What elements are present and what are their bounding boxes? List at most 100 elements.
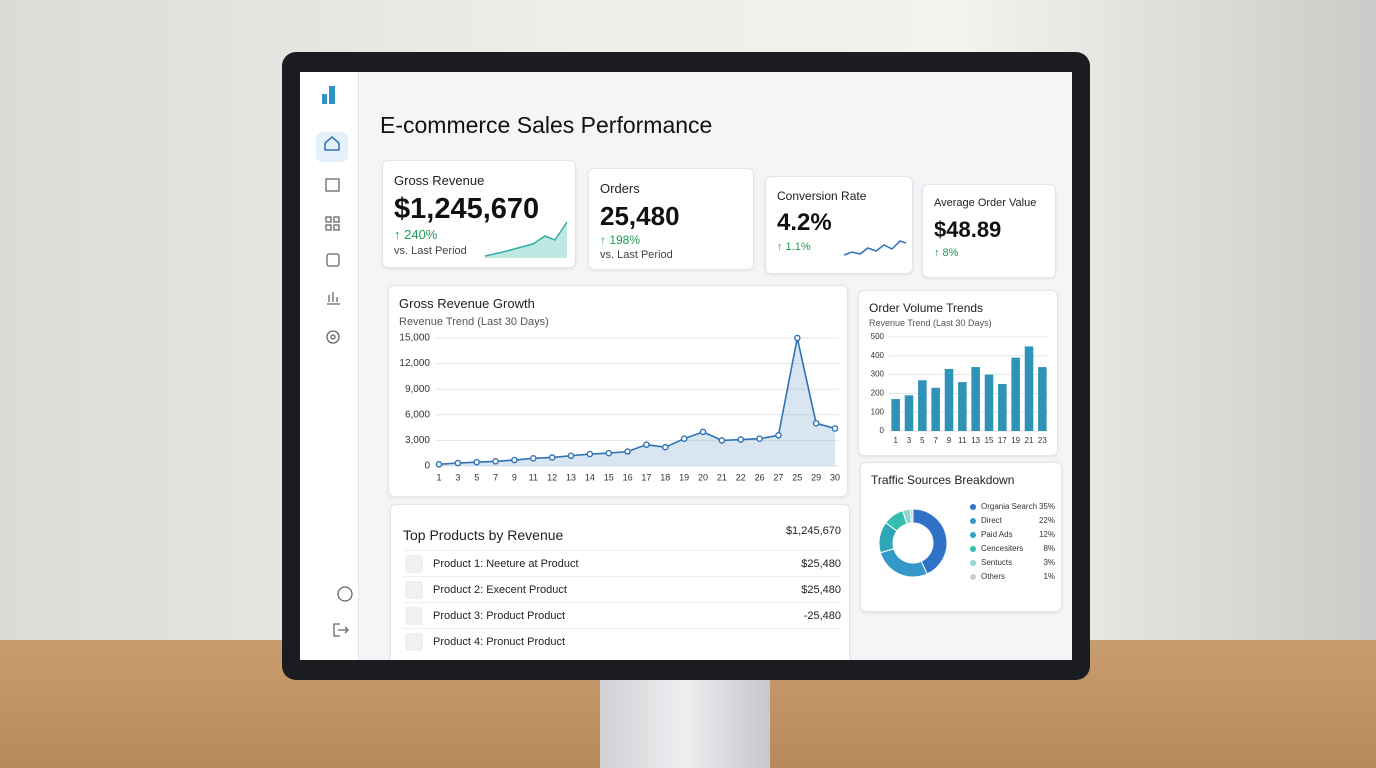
x-tick-label: 13 [566, 472, 576, 482]
sparkline-line [484, 221, 568, 257]
x-tick-label: 3 [455, 472, 460, 482]
legend-swatch [970, 518, 976, 524]
y-tick-label: 400 [871, 351, 885, 360]
table-title: Top Products by Revenue [403, 527, 564, 543]
point [529, 455, 537, 462]
x-tick-label: 21 [717, 472, 727, 482]
home-button[interactable] [316, 132, 348, 162]
chart-subtitle: Revenue Trend (Last 30 Days) [399, 316, 549, 328]
bar [891, 399, 900, 431]
y-tick-label: 15,000 [399, 333, 430, 344]
point [831, 425, 839, 432]
x-tick-label: 22 [736, 472, 746, 482]
x-tick-label: 13 [971, 436, 980, 445]
x-tick-label: 9 [512, 472, 517, 482]
kpi-card: Gross Revenue $1,245,670 ↑ 240% vs. Last… [382, 160, 576, 268]
kpi-value: $1,245,670 [394, 193, 540, 225]
legend-swatch [970, 532, 976, 538]
sparkline [484, 221, 568, 258]
products-icon[interactable] [325, 216, 340, 231]
kpi-change: ↑ 1.1% [777, 241, 811, 253]
x-tick-label: 5 [474, 472, 479, 482]
bar [984, 374, 994, 431]
logout-icon[interactable] [333, 623, 349, 637]
point [737, 436, 745, 443]
product-name: Product 1: Neeture at Product [433, 558, 579, 570]
y-tick-label: 500 [871, 332, 885, 341]
product-revenue: -25,480 [803, 610, 841, 622]
point [661, 443, 669, 451]
revenue-card: Gross Revenue Growth Revenue Trend (Last… [388, 285, 848, 497]
analytics-icon[interactable] [327, 292, 340, 305]
row-divider [403, 550, 841, 551]
kpi-label: Average Order Value [934, 197, 1037, 209]
value-label: 12% [1039, 530, 1055, 539]
x-tick-label: 17 [641, 472, 651, 482]
point [473, 458, 481, 466]
x-tick-label: 3 [907, 436, 912, 445]
x-tick-label: 19 [1011, 436, 1020, 445]
x-tick-label: 25 [792, 472, 802, 482]
chart-title: Traffic Sources Breakdown [871, 473, 1015, 487]
point [511, 456, 518, 464]
value-label: 35% [1039, 502, 1055, 511]
point [586, 450, 594, 458]
kpi-change: ↑ 8% [934, 247, 959, 259]
legend-swatch [970, 560, 976, 566]
point [775, 431, 782, 439]
donut-chart: Organia Search 35% Direct 22% Paid Ads 12% Cen… [878, 502, 1055, 581]
x-tick-label: 1 [893, 436, 898, 445]
y-tick-label: 9,000 [405, 384, 430, 395]
legend-swatch [970, 574, 976, 580]
product-name: Product 3: Product Product [433, 610, 566, 622]
legend-label: Sentucts [981, 558, 1012, 567]
x-tick-label: 16 [623, 472, 633, 482]
kpi-label: Gross Revenue [394, 173, 485, 188]
x-tick-label: 11 [529, 472, 538, 482]
point [812, 420, 820, 427]
x-tick-label: 11 [958, 436, 967, 445]
bar [931, 387, 940, 431]
chart-subtitle: Revenue Trend (Last 30 Days) [869, 318, 992, 328]
help-icon[interactable] [337, 586, 353, 602]
bar [918, 380, 927, 431]
donut-segment [909, 508, 914, 524]
settings-icon[interactable] [326, 330, 340, 344]
point [718, 437, 726, 444]
x-tick-label: 19 [679, 472, 689, 482]
kpi-card: Average Order Value $48.89 ↑ 8% [922, 184, 1056, 278]
product-icon [405, 581, 423, 599]
sidebar [300, 72, 359, 660]
settings-icon[interactable] [330, 334, 336, 340]
x-tick-label: 5 [920, 436, 925, 445]
x-tick-label: 26 [755, 472, 765, 482]
x-tick-label: 12 [547, 472, 557, 482]
products-card: Top Products by Revenue $1,245,670 Produ… [390, 504, 850, 660]
x-tick-label: 23 [1038, 436, 1047, 445]
reports-icon[interactable] [326, 253, 340, 267]
orders-icon[interactable] [325, 178, 340, 192]
y-tick-label: 6,000 [405, 409, 430, 420]
point [643, 441, 650, 448]
kpi-label: Orders [600, 181, 640, 196]
y-tick-label: 200 [871, 389, 885, 398]
legend-label: Paid Ads [981, 530, 1013, 539]
point [548, 454, 556, 461]
product-icon [405, 555, 423, 573]
home-icon[interactable] [324, 136, 340, 151]
donut-segment [879, 548, 928, 578]
x-tick-label: 14 [585, 472, 595, 482]
kpi-value: 4.2% [777, 209, 832, 236]
point [435, 460, 443, 468]
page-title: E-commerce Sales Performance [380, 112, 713, 138]
x-tick-label: 7 [493, 472, 498, 482]
x-tick-label: 20 [698, 472, 708, 482]
traffic-card: Traffic Sources Breakdown Organia Search… [860, 462, 1062, 612]
point [680, 435, 688, 442]
bar [998, 384, 1007, 431]
chart-title: Order Volume Trends [869, 301, 984, 315]
logo [329, 86, 335, 104]
y-tick-label: 0 [880, 426, 885, 435]
x-tick-label: 7 [933, 436, 938, 445]
